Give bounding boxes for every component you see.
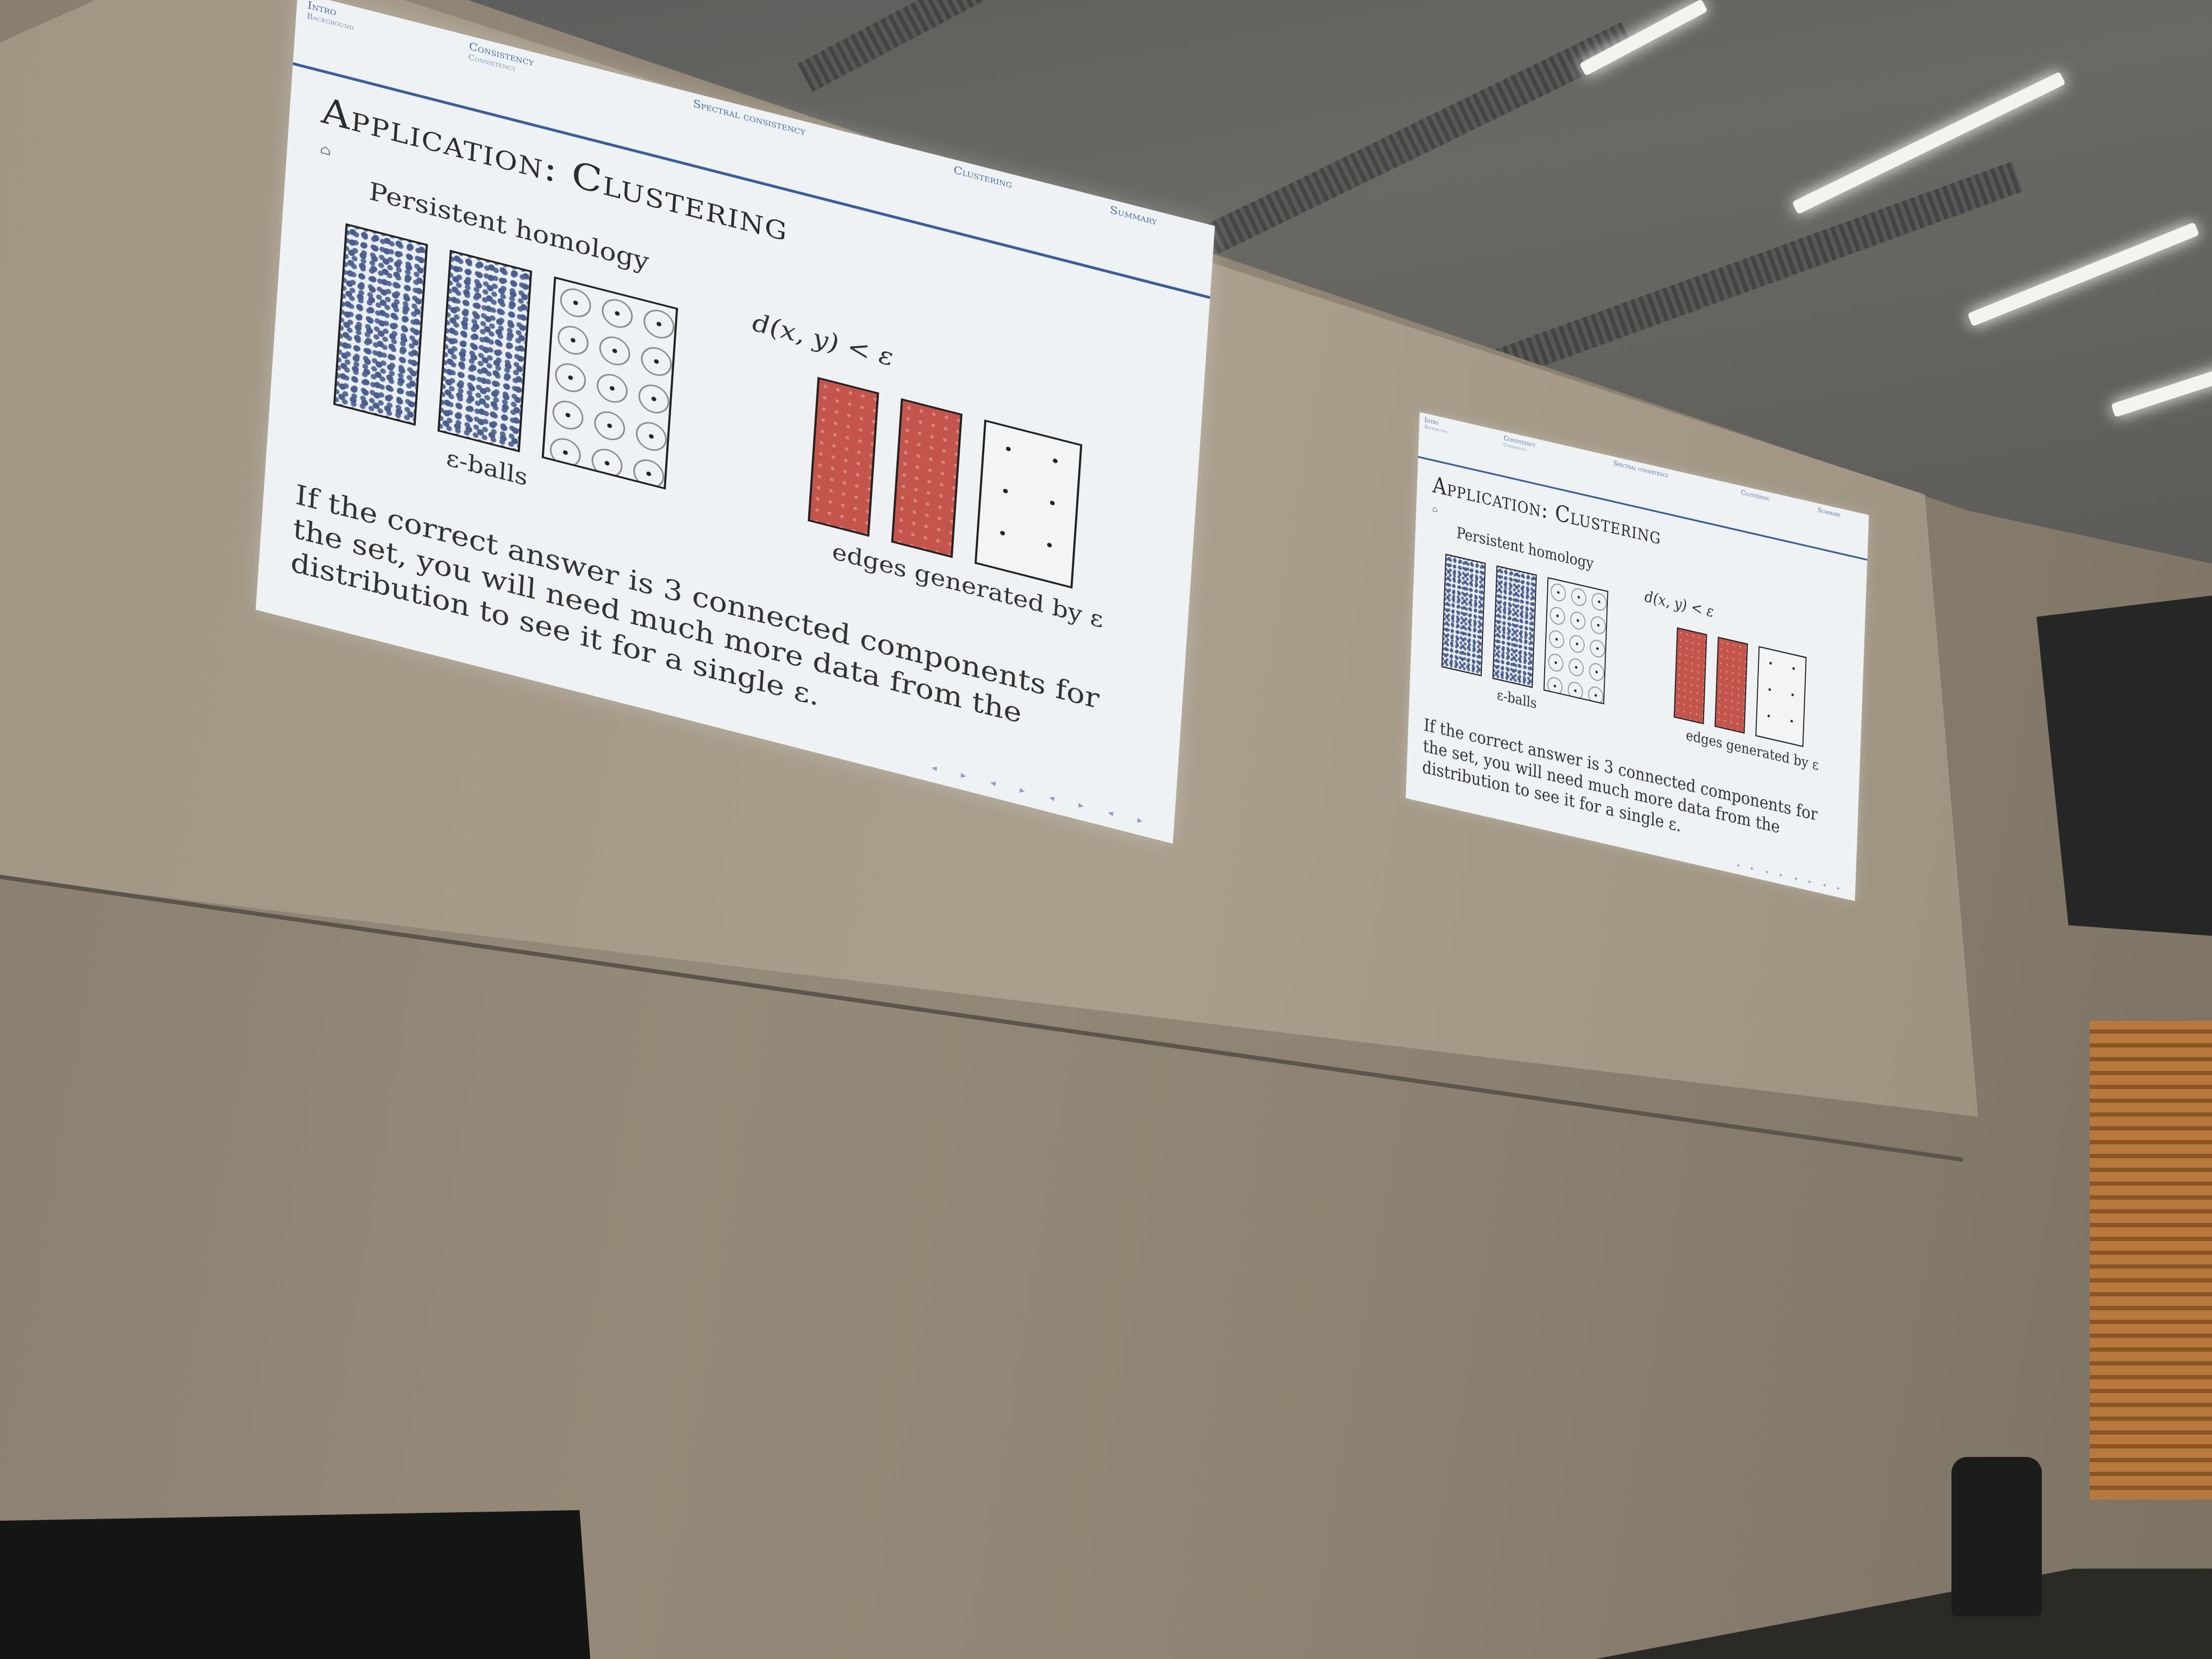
balls-caption: ε-balls bbox=[1496, 686, 1537, 712]
edges-panel-1 bbox=[808, 376, 879, 537]
edges-panel-1 bbox=[1673, 627, 1707, 725]
nav-item-consistency: Consistency Consistency bbox=[1503, 434, 1536, 453]
sparse-points-panel bbox=[1755, 646, 1807, 748]
point-cloud-panel-2 bbox=[437, 249, 532, 453]
distance-formula: d(x, y) < ε bbox=[1644, 588, 1714, 621]
epsilon-balls-panel bbox=[1543, 577, 1608, 705]
nav-item-intro: Intro Background bbox=[306, 0, 354, 32]
distance-formula: d(x, y) < ε bbox=[751, 308, 894, 372]
edges-panel-2 bbox=[1714, 636, 1748, 734]
nav-item-intro: Intro Background bbox=[1424, 416, 1448, 434]
wood-panel bbox=[2090, 1021, 2212, 1499]
home-icon: ⌂ bbox=[1432, 503, 1438, 515]
chair bbox=[1951, 1457, 2042, 1616]
nav-item-summary: Summary bbox=[1817, 506, 1841, 519]
sparse-points-panel bbox=[974, 419, 1083, 589]
dark-wall-panel bbox=[2037, 596, 2212, 936]
point-cloud-panel-1 bbox=[333, 223, 428, 426]
lectern-desk bbox=[0, 1510, 590, 1659]
home-icon: ⌂ bbox=[319, 140, 332, 159]
edges-panel-2 bbox=[891, 398, 963, 558]
point-cloud-panel-2 bbox=[1492, 565, 1537, 688]
point-cloud-panel-1 bbox=[1441, 554, 1486, 676]
epsilon-balls-panel bbox=[541, 276, 678, 490]
